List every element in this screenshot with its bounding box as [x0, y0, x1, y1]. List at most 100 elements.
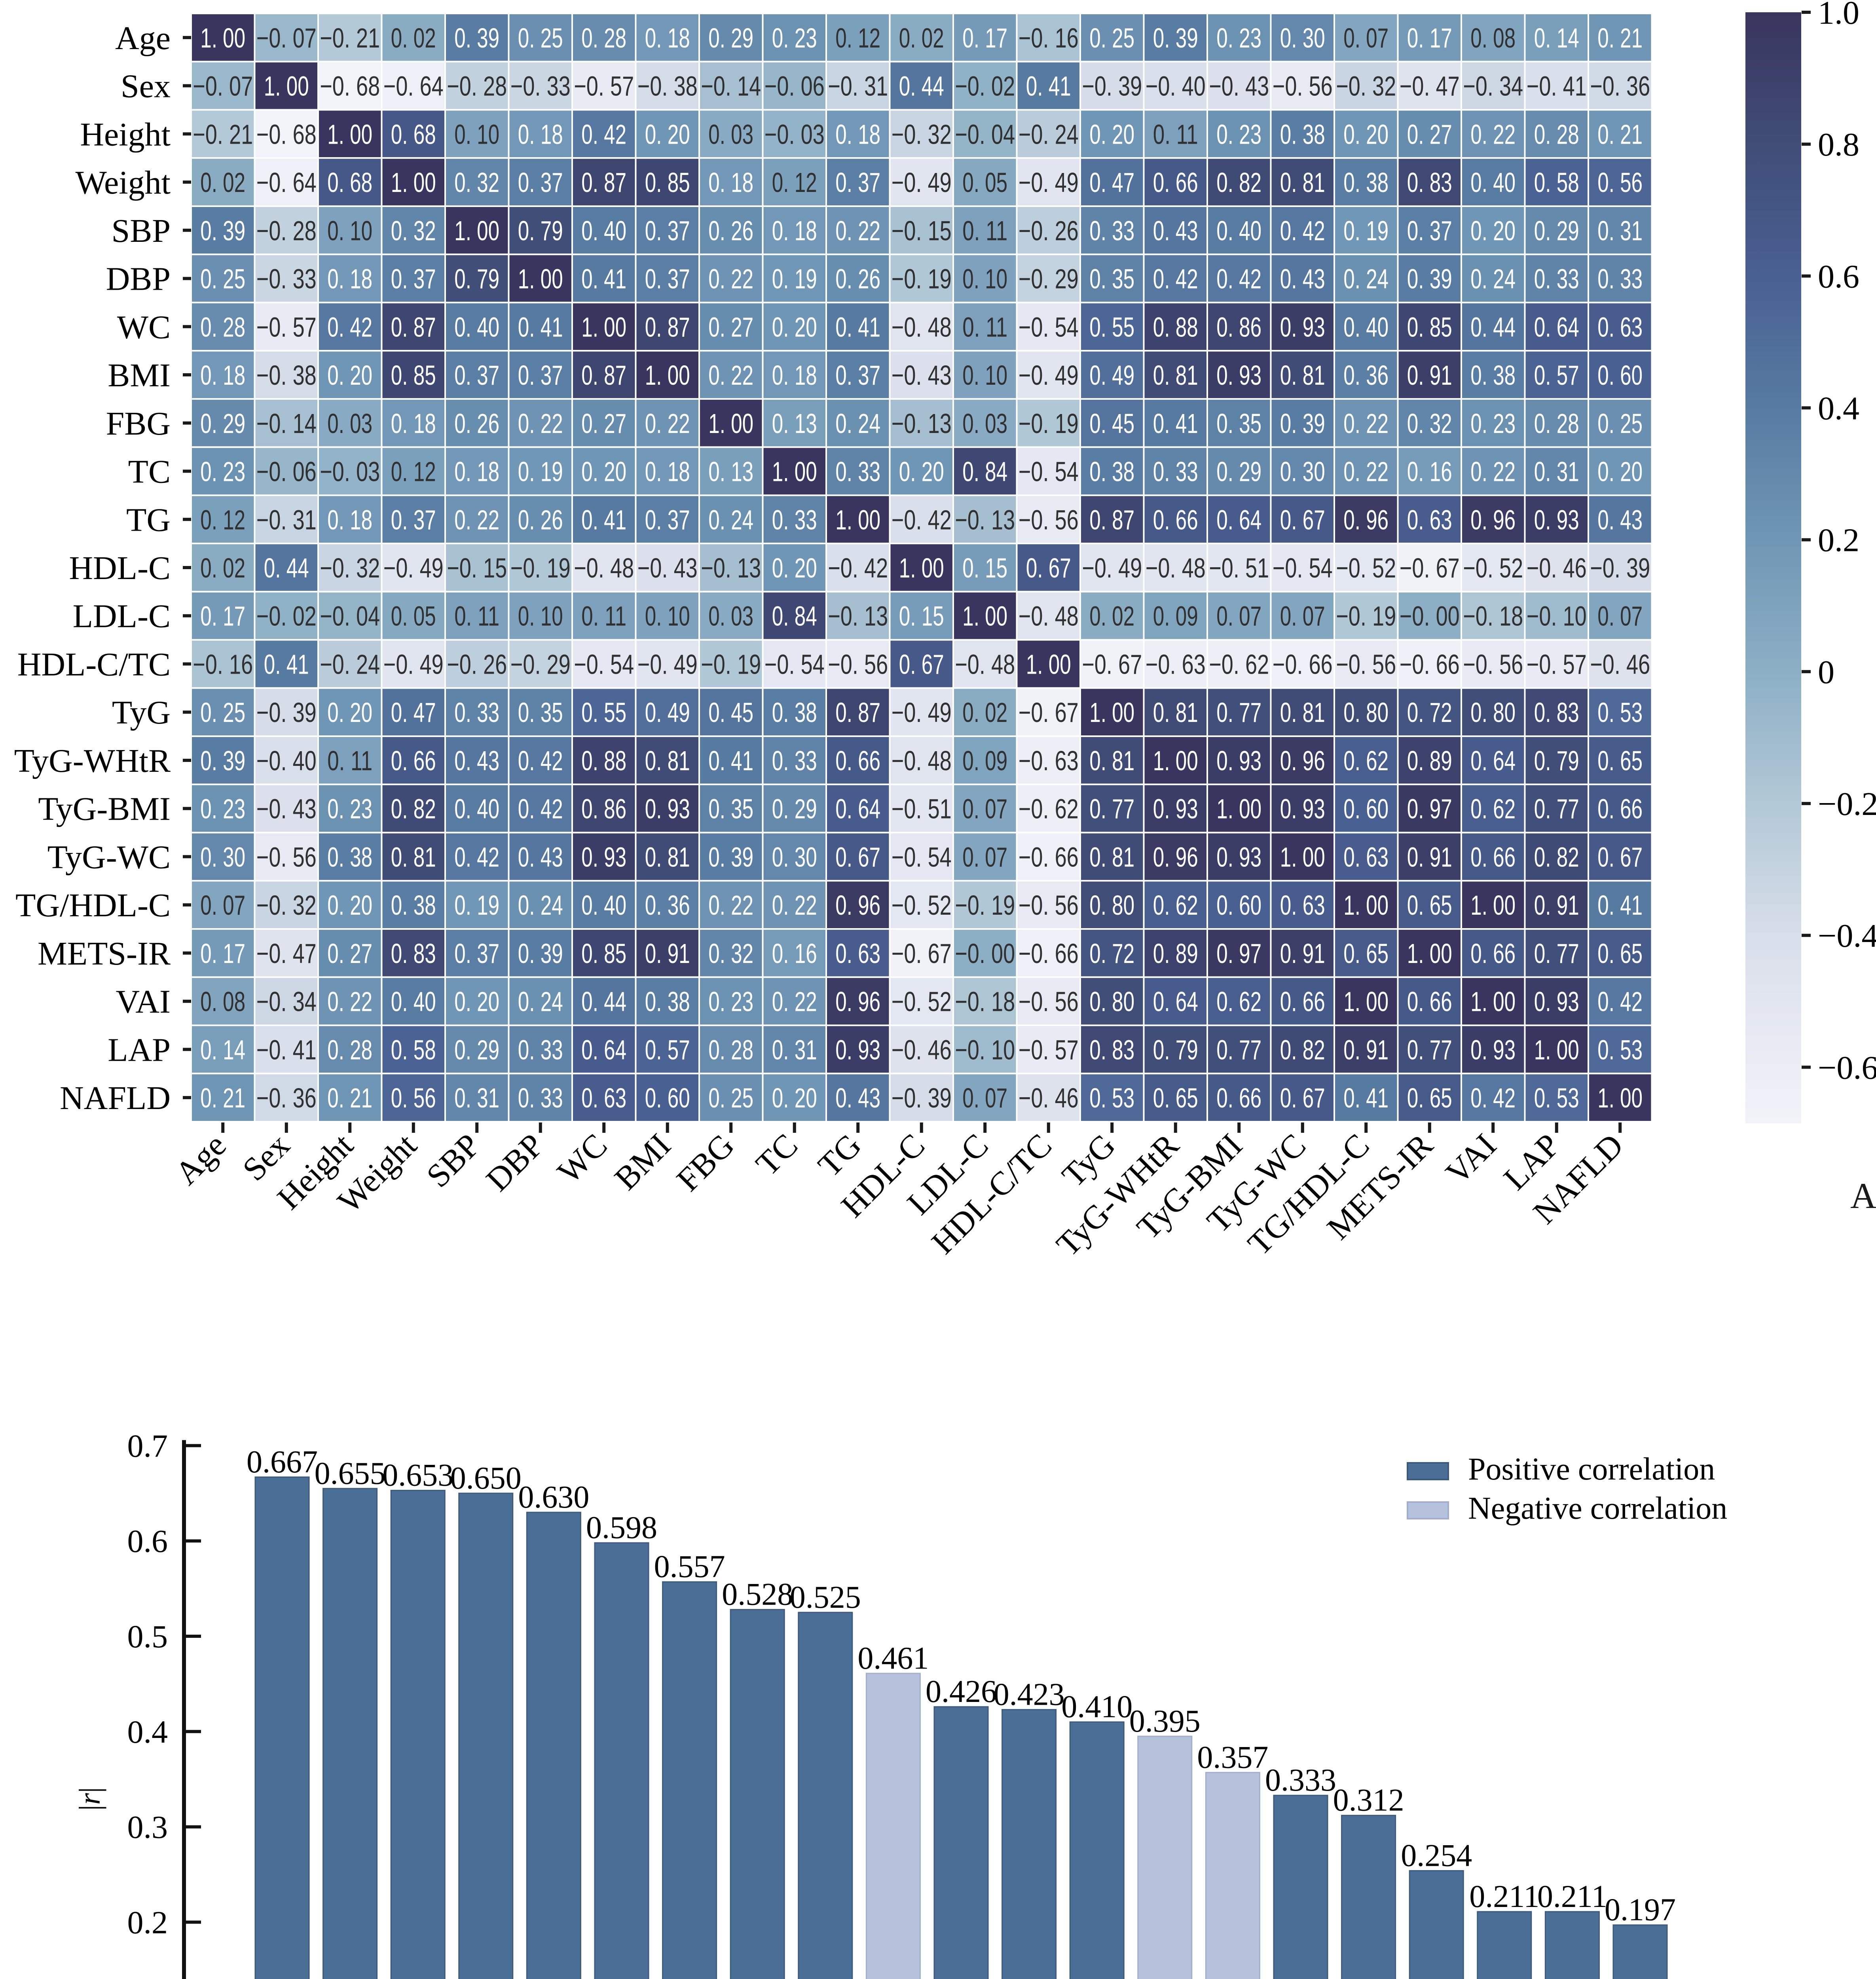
svg-text:0. 07: 0. 07: [200, 890, 245, 921]
svg-text:0.333: 0.333: [1265, 1763, 1336, 1798]
svg-text:−0. 31: −0. 31: [828, 71, 888, 102]
svg-text:0. 23: 0. 23: [772, 23, 817, 53]
svg-text:0. 22: 0. 22: [1470, 456, 1516, 487]
svg-text:−0. 38: −0. 38: [637, 71, 698, 102]
svg-text:0. 20: 0. 20: [899, 456, 944, 487]
svg-text:−0. 49: −0. 49: [383, 553, 444, 583]
svg-text:−0. 40: −0. 40: [256, 745, 317, 776]
svg-text:HDL-C: HDL-C: [69, 550, 171, 587]
svg-text:0. 80: 0. 80: [1089, 986, 1134, 1017]
svg-text:0. 39: 0. 39: [708, 841, 753, 872]
svg-text:−0. 14: −0. 14: [256, 408, 317, 439]
svg-text:−0. 64: −0. 64: [256, 167, 317, 198]
svg-text:0.5: 0.5: [127, 1618, 168, 1654]
svg-text:0. 87: 0. 87: [581, 167, 626, 198]
svg-text:0. 44: 0. 44: [899, 71, 944, 102]
svg-text:0. 10: 0. 10: [454, 119, 499, 150]
svg-text:−0. 67: −0. 67: [1400, 553, 1460, 583]
svg-text:0. 12: 0. 12: [835, 23, 880, 53]
svg-text:−0. 19: −0. 19: [1336, 601, 1396, 632]
svg-text:0. 18: 0. 18: [454, 456, 499, 487]
svg-text:0. 39: 0. 39: [200, 215, 245, 246]
svg-text:0. 43: 0. 43: [835, 1083, 880, 1113]
svg-text:0. 29: 0. 29: [1534, 215, 1579, 246]
svg-text:0. 37: 0. 37: [645, 264, 690, 294]
svg-text:0. 20: 0. 20: [772, 553, 817, 583]
svg-text:0. 63: 0. 63: [1280, 890, 1325, 921]
svg-text:0. 02: 0. 02: [962, 697, 1007, 728]
svg-text:0. 29: 0. 29: [1216, 456, 1261, 487]
svg-text:0. 41: 0. 41: [581, 264, 626, 294]
svg-text:0. 05: 0. 05: [391, 601, 436, 632]
svg-text:0. 81: 0. 81: [1280, 360, 1325, 391]
svg-text:0. 37: 0. 37: [645, 504, 690, 535]
svg-text:1. 00: 1. 00: [1343, 890, 1389, 921]
svg-text:0.598: 0.598: [586, 1510, 657, 1545]
svg-text:0. 11: 0. 11: [1153, 119, 1198, 150]
svg-text:−0. 56: −0. 56: [1273, 71, 1333, 102]
svg-text:0. 67: 0. 67: [1280, 1083, 1325, 1113]
svg-text:0. 56: 0. 56: [391, 1083, 436, 1113]
svg-text:1. 00: 1. 00: [899, 553, 944, 583]
svg-text:0. 66: 0. 66: [391, 745, 436, 776]
svg-text:0. 22: 0. 22: [708, 360, 753, 391]
svg-text:0. 10: 0. 10: [518, 601, 563, 632]
svg-text:Weight: Weight: [75, 164, 171, 201]
svg-text:0. 30: 0. 30: [1280, 456, 1325, 487]
svg-text:−0. 19: −0. 19: [510, 553, 571, 583]
svg-text:NAFLD: NAFLD: [60, 1080, 171, 1117]
svg-text:0. 24: 0. 24: [1470, 264, 1516, 294]
svg-text:LDL-C: LDL-C: [73, 598, 171, 635]
svg-text:0. 38: 0. 38: [772, 697, 817, 728]
svg-text:1. 00: 1. 00: [454, 215, 499, 246]
svg-text:−0. 15: −0. 15: [892, 215, 952, 246]
svg-text:0. 53: 0. 53: [1089, 1083, 1134, 1113]
svg-text:0. 77: 0. 77: [1407, 1034, 1452, 1065]
svg-text:0. 38: 0. 38: [645, 986, 690, 1017]
svg-text:0. 97: 0. 97: [1216, 938, 1261, 969]
svg-text:−0. 46: −0. 46: [1019, 1083, 1079, 1113]
svg-text:0. 93: 0. 93: [1280, 311, 1325, 342]
svg-text:0. 89: 0. 89: [1153, 938, 1198, 969]
svg-text:0. 31: 0. 31: [1597, 215, 1643, 246]
svg-text:0. 77: 0. 77: [1216, 1034, 1261, 1065]
svg-text:0.2: 0.2: [1818, 522, 1859, 559]
svg-text:0. 03: 0. 03: [708, 119, 753, 150]
svg-text:0. 62: 0. 62: [1153, 890, 1198, 921]
svg-text:0. 35: 0. 35: [1216, 408, 1261, 439]
svg-text:0. 88: 0. 88: [581, 745, 626, 776]
svg-text:−0. 52: −0. 52: [892, 986, 952, 1017]
svg-text:0. 38: 0. 38: [327, 841, 372, 872]
svg-text:0. 07: 0. 07: [962, 1083, 1007, 1113]
svg-text:−0. 56: −0. 56: [1019, 504, 1079, 535]
svg-text:−0. 19: −0. 19: [701, 649, 761, 680]
svg-text:0. 37: 0. 37: [835, 167, 880, 198]
svg-text:0. 49: 0. 49: [1089, 360, 1134, 391]
svg-text:0. 43: 0. 43: [1280, 264, 1325, 294]
svg-text:0. 30: 0. 30: [200, 841, 245, 872]
svg-text:−0. 56: −0. 56: [1463, 649, 1523, 680]
svg-text:−0. 10: −0. 10: [955, 1034, 1015, 1065]
svg-text:−0. 48: −0. 48: [574, 553, 634, 583]
svg-text:0. 32: 0. 32: [454, 167, 499, 198]
svg-text:0. 64: 0. 64: [1216, 504, 1261, 535]
svg-text:0. 38: 0. 38: [391, 890, 436, 921]
svg-text:0. 49: 0. 49: [645, 697, 690, 728]
svg-text:0. 33: 0. 33: [454, 697, 499, 728]
svg-text:0. 97: 0. 97: [1407, 794, 1452, 824]
svg-text:0. 38: 0. 38: [1089, 456, 1134, 487]
svg-text:0. 68: 0. 68: [391, 119, 436, 150]
svg-text:0. 12: 0. 12: [200, 504, 245, 535]
svg-text:0. 31: 0. 31: [454, 1083, 499, 1113]
svg-text:0. 20: 0. 20: [454, 986, 499, 1017]
svg-text:0. 11: 0. 11: [581, 601, 626, 632]
svg-text:0. 22: 0. 22: [327, 986, 372, 1017]
svg-text:1. 00: 1. 00: [518, 264, 563, 294]
svg-text:−0. 28: −0. 28: [256, 215, 317, 246]
svg-text:−0. 66: −0. 66: [1273, 649, 1333, 680]
svg-text:0. 84: 0. 84: [962, 456, 1007, 487]
svg-text:0. 32: 0. 32: [1407, 408, 1452, 439]
svg-text:0. 22: 0. 22: [454, 504, 499, 535]
svg-text:0. 42: 0. 42: [454, 841, 499, 872]
svg-text:0. 68: 0. 68: [327, 167, 372, 198]
